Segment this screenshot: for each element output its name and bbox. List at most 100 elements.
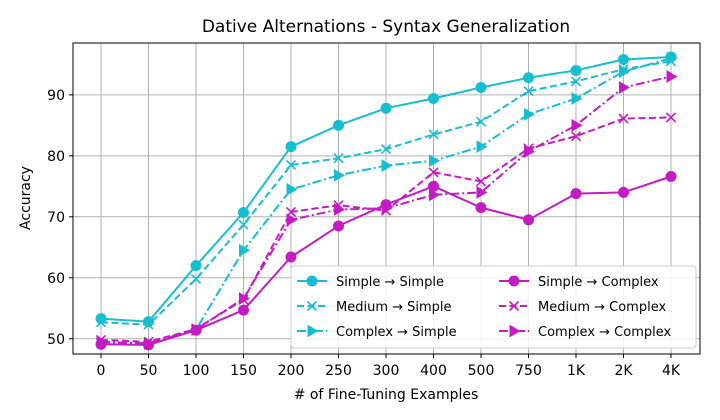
data-point [524, 107, 535, 121]
series-layer [95, 51, 678, 351]
data-point [570, 76, 582, 87]
legend-marker [509, 324, 521, 338]
x-tick-label: 400 [420, 363, 447, 379]
chart-title: Dative Alternations - Syntax Generalizat… [202, 17, 570, 37]
data-point [476, 140, 488, 154]
legend-entry: Simple → Complex [499, 275, 659, 290]
y-axis-title: Accuracy [18, 166, 34, 230]
data-point [618, 53, 629, 65]
x-tick-label: 300 [373, 363, 400, 379]
y-tick-label: 60 [47, 271, 65, 287]
data-point [428, 92, 439, 104]
y-tick-label: 90 [47, 88, 65, 104]
legend: Simple → Simple Medium → Simple Complex → … [290, 265, 697, 349]
data-point [475, 202, 487, 214]
data-point [428, 167, 439, 178]
data-point [475, 82, 487, 94]
data-point [238, 207, 249, 219]
data-point [380, 144, 392, 155]
legend-box [290, 265, 697, 349]
data-point [144, 337, 155, 351]
data-point [95, 317, 107, 328]
data-point [429, 154, 440, 168]
series-6 [96, 70, 678, 351]
data-point [571, 92, 583, 105]
legend-label: Medium → Complex [538, 300, 666, 315]
legend-marker [508, 300, 520, 312]
legend-marker [306, 275, 318, 287]
x-tick-label: 100 [183, 363, 210, 379]
data-point [666, 70, 678, 83]
data-point [334, 168, 345, 182]
data-point [238, 219, 249, 230]
legend-marker [306, 300, 318, 312]
x-tick-label: 200 [278, 363, 305, 379]
legend-marker [307, 324, 319, 338]
data-point [618, 113, 629, 124]
data-point [523, 86, 534, 97]
data-point [523, 72, 534, 84]
x-tick-label: 750 [515, 363, 542, 379]
data-point [334, 203, 345, 216]
data-point [666, 51, 678, 65]
data-point [571, 118, 583, 132]
data-point [381, 201, 393, 215]
data-point [190, 273, 202, 285]
legend-entry: Complex → Simple [297, 324, 457, 340]
data-point [286, 182, 298, 196]
data-point [239, 292, 250, 305]
y-tick-label: 70 [47, 210, 65, 226]
data-point [619, 65, 630, 79]
data-point [143, 319, 154, 330]
data-point [523, 214, 534, 226]
data-point [285, 251, 297, 263]
x-tick-label: 4K [662, 363, 681, 379]
data-point [238, 304, 249, 316]
data-point [618, 186, 629, 198]
data-point [570, 64, 582, 76]
x-tick-label: 2K [614, 363, 633, 379]
data-point [475, 176, 487, 187]
y-tick-label: 80 [47, 149, 65, 165]
data-point [570, 188, 582, 200]
data-point [286, 213, 298, 227]
x-tick-label: 150 [230, 363, 257, 379]
x-tick-label: 1K [567, 363, 586, 379]
legend-label: Complex → Complex [538, 325, 672, 340]
data-point [333, 153, 344, 164]
series-1 [95, 51, 677, 328]
legend-label: Medium → Simple [336, 300, 452, 315]
data-point [381, 159, 393, 172]
x-tick-label: 500 [468, 363, 495, 379]
x-tick-label: 250 [325, 363, 352, 379]
x-tick-label: 0 [97, 363, 106, 379]
data-point [380, 102, 392, 114]
data-point [475, 116, 487, 127]
data-point [619, 81, 630, 94]
data-point [95, 313, 107, 325]
data-point [96, 335, 108, 349]
legend-entry: Simple → Simple [297, 275, 444, 290]
data-point [476, 186, 488, 199]
legend-label: Simple → Complex [538, 275, 659, 290]
data-point [190, 260, 202, 272]
data-point [665, 171, 677, 183]
x-tick-label: 50 [140, 363, 158, 379]
data-point [285, 159, 297, 171]
legend-entry: Medium → Complex [499, 300, 666, 315]
axes: 0 50 100 150 200 250 300 400 500 750 1K 2K 4K 50 60 70 8… [47, 88, 681, 379]
data-point [428, 129, 439, 140]
data-point [285, 141, 297, 153]
data-point [429, 188, 440, 202]
data-point [665, 112, 677, 123]
data-point [191, 323, 203, 336]
legend-label: Simple → Simple [336, 275, 444, 290]
data-point [333, 119, 344, 131]
x-axis-title: # of Fine-Tuning Examples [294, 387, 479, 403]
y-tick-label: 50 [47, 332, 65, 348]
data-point [524, 145, 535, 158]
legend-label: Complex → Simple [336, 325, 457, 340]
data-point [333, 220, 344, 232]
